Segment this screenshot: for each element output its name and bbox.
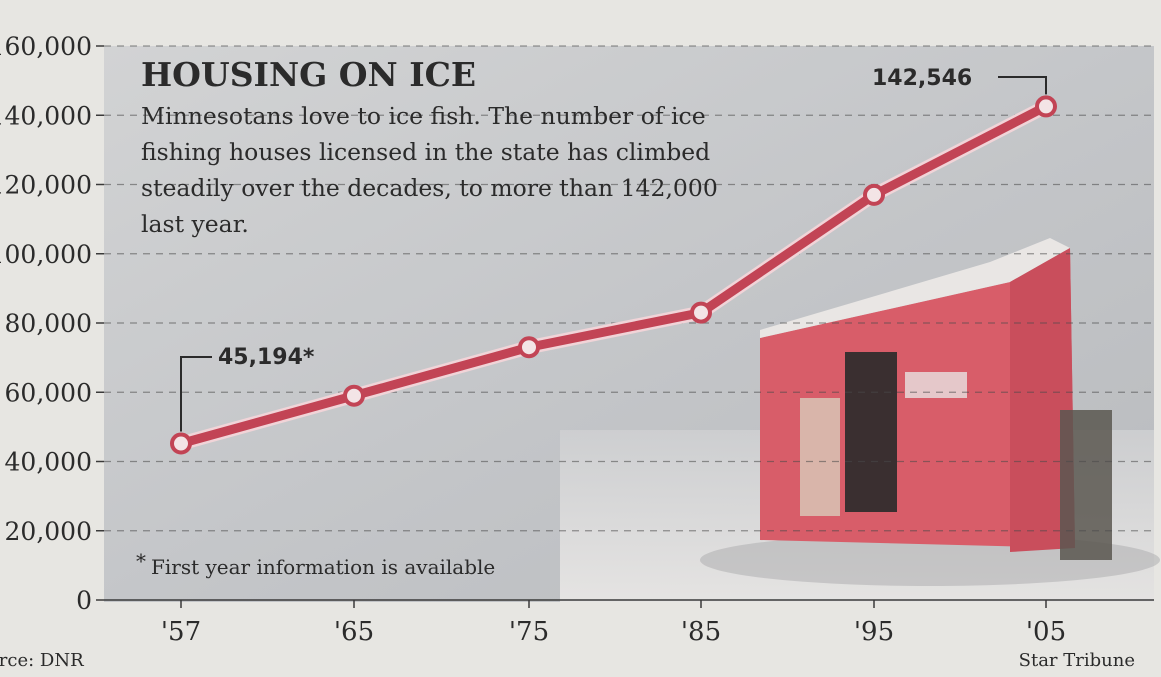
callout-last: 142,546 [872,66,1047,95]
ice-house-photo [700,238,1160,586]
x-tick-label: '85 [681,617,721,647]
annotation-first-value: 45,194* [218,345,315,370]
x-tick-label: '95 [854,617,894,647]
series-line [176,101,1051,449]
callout-first: 45,194* [180,345,315,432]
y-tick-label: 40,000 [5,448,92,477]
source-label: Source: DNR [0,650,84,671]
x-tick-label: '57 [161,617,201,647]
data-point [863,183,885,206]
chart-title: HOUSING ON ICE [141,55,476,94]
x-tick-label: '75 [509,617,549,647]
data-point [690,301,712,324]
footnote-asterisk: * [136,549,146,573]
x-tick-label: '65 [334,617,374,647]
y-tick-label: 120,000 [0,171,92,200]
x-tick-label: '05 [1026,617,1066,647]
chart-subtitle-line-3: steadily over the decades, to more than … [141,174,718,202]
data-point [1035,95,1057,118]
footnote-text: First year information is available [151,555,495,579]
y-tick-label: 80,000 [5,309,92,338]
data-point [343,384,365,407]
y-tick-label: 60,000 [5,378,92,407]
credit-label: Star Tribune [1019,650,1135,671]
data-point [170,432,192,455]
chart-subtitle-line-2: fishing houses licensed in the state has… [141,138,710,166]
y-tick-label: 20,000 [5,517,92,546]
chart-subtitle-line-1: Minnesotans love to ice fish. The number… [141,102,706,130]
data-point [518,336,540,359]
y-tick-label: 160,000 [0,32,92,61]
y-tick-label: 140,000 [0,101,92,130]
y-tick-label: 0 [76,586,92,615]
annotation-last-value: 142,546 [872,66,972,91]
y-tick-label: 100,000 [0,240,92,269]
chart-subtitle-line-4: last year. [141,210,249,238]
